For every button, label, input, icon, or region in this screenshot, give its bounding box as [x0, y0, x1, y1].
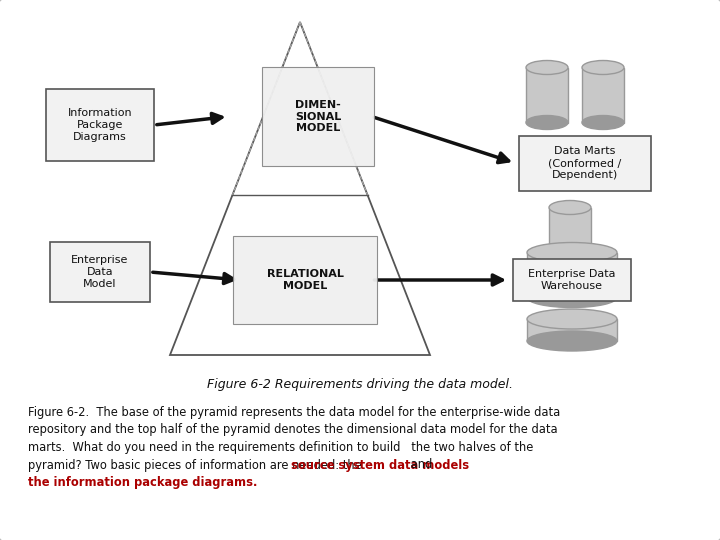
Ellipse shape	[549, 200, 591, 214]
FancyBboxPatch shape	[527, 319, 617, 341]
Text: Figure 6-2 Requirements driving the data model.: Figure 6-2 Requirements driving the data…	[207, 378, 513, 391]
Ellipse shape	[582, 116, 624, 130]
Ellipse shape	[527, 309, 617, 329]
FancyBboxPatch shape	[549, 207, 591, 262]
FancyBboxPatch shape	[513, 259, 631, 301]
Text: DIMEN-
SIONAL
MODEL: DIMEN- SIONAL MODEL	[295, 100, 341, 133]
Text: Data Marts
(Conformed /
Dependent): Data Marts (Conformed / Dependent)	[549, 146, 621, 180]
Text: Information
Package
Diagrams: Information Package Diagrams	[68, 109, 132, 141]
Ellipse shape	[527, 287, 617, 307]
FancyBboxPatch shape	[519, 136, 651, 191]
Polygon shape	[170, 22, 430, 355]
Text: source system data models: source system data models	[292, 458, 469, 471]
FancyBboxPatch shape	[526, 68, 568, 123]
FancyBboxPatch shape	[46, 89, 154, 161]
Ellipse shape	[526, 116, 568, 130]
Ellipse shape	[582, 60, 624, 75]
Ellipse shape	[527, 331, 617, 351]
Text: repository and the top half of the pyramid denotes the dimensional data model fo: repository and the top half of the pyram…	[28, 423, 557, 436]
FancyBboxPatch shape	[50, 242, 150, 302]
Text: Enterprise Data
Warehouse: Enterprise Data Warehouse	[528, 269, 616, 291]
Text: and: and	[407, 458, 432, 471]
Ellipse shape	[549, 255, 591, 269]
Text: Figure 6-2.  The base of the pyramid represents the data model for the enterpris: Figure 6-2. The base of the pyramid repr…	[28, 406, 560, 419]
FancyBboxPatch shape	[527, 253, 617, 298]
Text: Enterprise
Data
Model: Enterprise Data Model	[71, 255, 129, 288]
Text: pyramid? Two basic pieces of information are needed: the: pyramid? Two basic pieces of information…	[28, 458, 365, 471]
Ellipse shape	[527, 242, 617, 262]
Ellipse shape	[526, 60, 568, 75]
FancyBboxPatch shape	[582, 68, 624, 123]
Text: marts.  What do you need in the requirements definition to build   the two halve: marts. What do you need in the requireme…	[28, 441, 534, 454]
Text: the information package diagrams.: the information package diagrams.	[28, 476, 257, 489]
Text: RELATIONAL
MODEL: RELATIONAL MODEL	[266, 269, 343, 291]
